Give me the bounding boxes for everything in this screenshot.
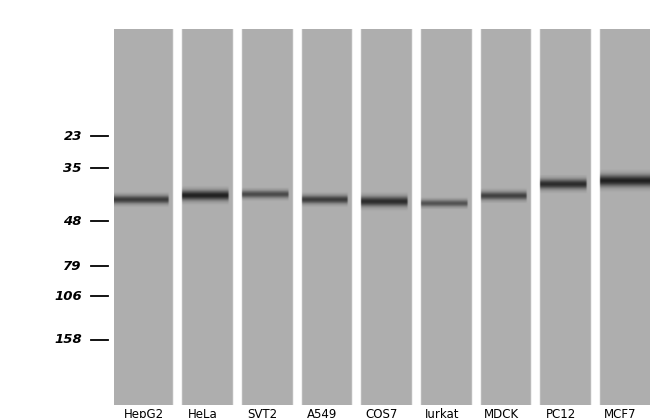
Text: Jurkat: Jurkat <box>424 408 459 418</box>
Text: MCF7: MCF7 <box>604 408 636 418</box>
Text: 35: 35 <box>64 162 82 175</box>
Text: 158: 158 <box>54 333 82 346</box>
Text: HepG2: HepG2 <box>124 408 164 418</box>
Text: A549: A549 <box>307 408 337 418</box>
Text: HeLa: HeLa <box>188 408 218 418</box>
Text: 48: 48 <box>64 214 82 228</box>
Text: PC12: PC12 <box>545 408 576 418</box>
Text: 79: 79 <box>64 260 82 273</box>
Text: 106: 106 <box>54 290 82 303</box>
Text: SVT2: SVT2 <box>248 408 278 418</box>
Text: 23: 23 <box>64 130 82 143</box>
Text: COS7: COS7 <box>366 408 398 418</box>
Text: MDCK: MDCK <box>484 408 519 418</box>
